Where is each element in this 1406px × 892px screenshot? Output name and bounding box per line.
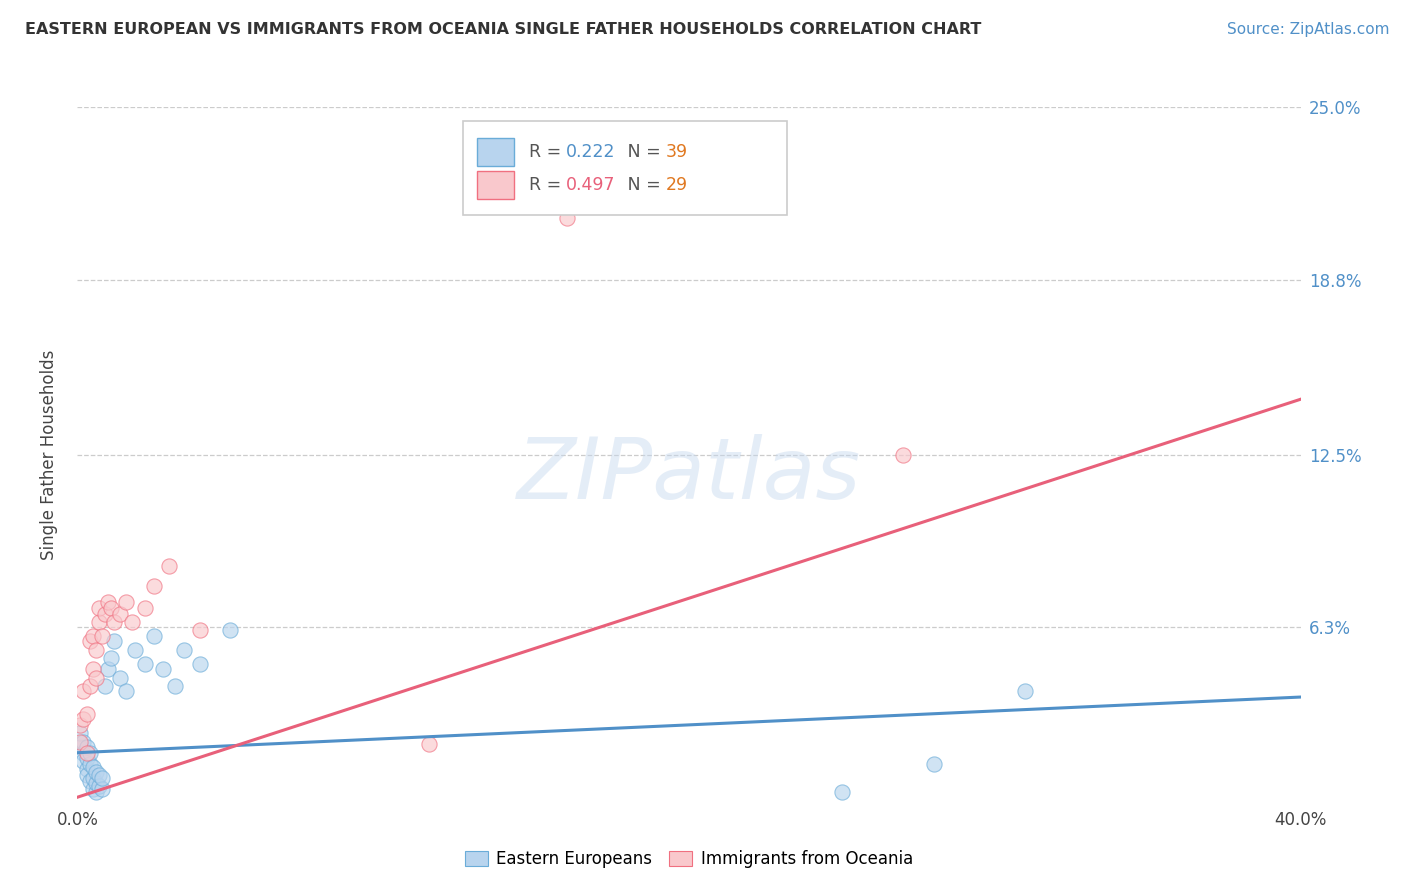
Point [72,746,94,760]
Point [134,601,156,615]
Text: N =: N = [610,176,666,194]
Point [76,751,98,765]
Point [188,624,211,638]
Point [831,785,853,799]
FancyBboxPatch shape [477,171,515,199]
Point [418,737,440,751]
Text: Source: ZipAtlas.com: Source: ZipAtlas.com [1226,22,1389,37]
Point [94,679,117,693]
Point [82,759,104,773]
Point [115,684,138,698]
Point [79,746,101,760]
Point [152,662,174,676]
Point [94,607,117,621]
Point [108,671,131,685]
Point [87,615,110,629]
Point [69,740,91,755]
Point [100,651,122,665]
Point [87,601,110,615]
Point [72,684,94,698]
Text: 39: 39 [665,144,688,161]
Point [1014,684,1036,698]
Point [90,629,112,643]
Point [76,740,98,755]
Text: ZIPatlas: ZIPatlas [517,434,860,517]
Text: R =: R = [529,176,567,194]
Point [76,768,98,782]
Point [90,771,112,785]
Point [165,679,187,693]
Point [891,448,914,462]
FancyBboxPatch shape [477,138,515,166]
Point [108,607,131,621]
Point [115,595,138,609]
Legend: Eastern Europeans, Immigrants from Oceania: Eastern Europeans, Immigrants from Ocean… [458,843,920,874]
Point [84,765,107,780]
Point [79,756,101,771]
Point [72,754,94,768]
Point [84,776,107,790]
Point [157,559,180,574]
Point [142,579,165,593]
Point [100,601,122,615]
Y-axis label: Single Father Households: Single Father Households [39,350,58,560]
Point [134,657,156,671]
Point [82,662,104,676]
Point [69,734,91,748]
Point [84,785,107,799]
Point [76,763,98,777]
Text: EASTERN EUROPEAN VS IMMIGRANTS FROM OCEANIA SINGLE FATHER HOUSEHOLDS CORRELATION: EASTERN EUROPEAN VS IMMIGRANTS FROM OCEA… [25,22,981,37]
Text: 29: 29 [665,176,688,194]
Point [69,726,91,740]
Point [922,756,945,771]
Point [82,629,104,643]
Text: R =: R = [529,144,567,161]
Point [188,657,211,671]
Point [142,629,165,643]
Text: N =: N = [610,144,666,161]
Point [87,779,110,793]
Point [124,642,146,657]
FancyBboxPatch shape [463,121,787,215]
Point [103,615,125,629]
Point [84,671,107,685]
Point [103,634,125,648]
Point [72,712,94,726]
Text: 0.497: 0.497 [565,176,614,194]
Point [97,595,120,609]
Point [84,642,107,657]
Point [76,706,98,721]
Point [90,781,112,796]
Point [121,615,143,629]
Point [79,634,101,648]
Point [82,781,104,796]
Text: 0.222: 0.222 [565,144,614,161]
Point [87,768,110,782]
Point [173,642,195,657]
Point [219,624,242,638]
Point [82,771,104,785]
Point [97,662,120,676]
Point [69,718,91,732]
Point [72,734,94,748]
Point [79,679,101,693]
Point [76,746,98,760]
Point [555,211,578,226]
Point [79,773,101,788]
